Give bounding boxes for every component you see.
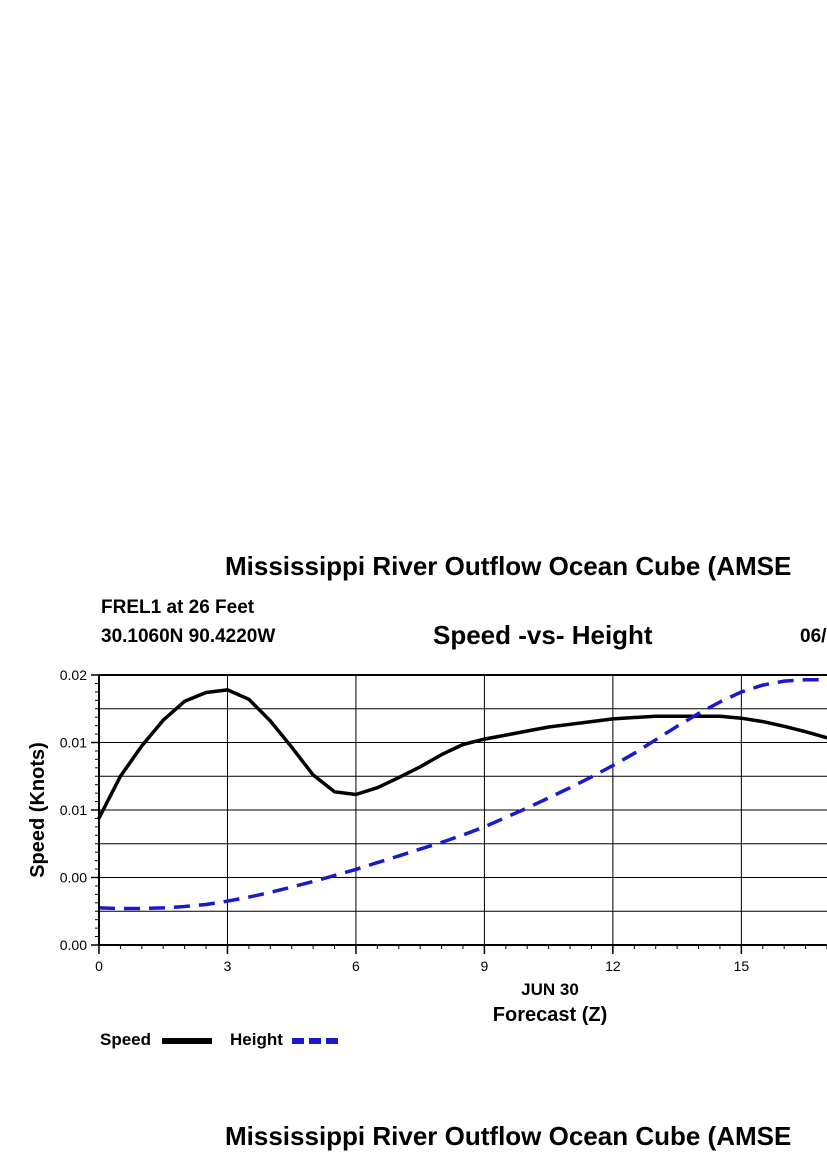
x-tick-label: 15 [734,958,750,974]
series-layer [97,677,827,911]
date-fragment: 06/ [800,626,827,647]
y-tick-label: 0.02 [60,667,87,683]
axis-layer: 0.00 0.00 0.01 0.01 0.02 0 3 6 9 12 15 [60,667,827,974]
legend-speed-label: Speed [100,1030,151,1049]
second-chart-title: Mississippi River Outflow Ocean Cube (AM… [225,1121,792,1151]
station-label: FREL1 at 26 Feet [101,597,255,618]
x-axis-title: Forecast (Z) [493,1004,607,1026]
main-title: Mississippi River Outflow Ocean Cube (AM… [225,551,792,581]
x-tick-label: 9 [481,958,489,974]
series-line-speed [97,688,827,820]
y-tick-label: 0.01 [60,802,87,818]
legend: Speed Height [100,1030,342,1049]
y-tick-label: 0.01 [60,735,87,751]
series-line-height [98,677,827,911]
x-tick-label: 12 [605,958,621,974]
legend-height-label: Height [230,1030,283,1049]
x-tick-label: 6 [352,958,360,974]
x-axis-date-label: JUN 30 [521,980,579,999]
y-tick-label: 0.00 [60,870,87,886]
x-tick-label: 3 [224,958,232,974]
y-tick-label: 0.00 [60,937,87,953]
y-axis-title: Speed (Knots) [27,742,49,878]
station-coordinates: 30.1060N 90.4220W [101,626,276,647]
x-tick-label: 0 [95,958,103,974]
chart-subtitle: Speed -vs- Height [433,620,653,650]
